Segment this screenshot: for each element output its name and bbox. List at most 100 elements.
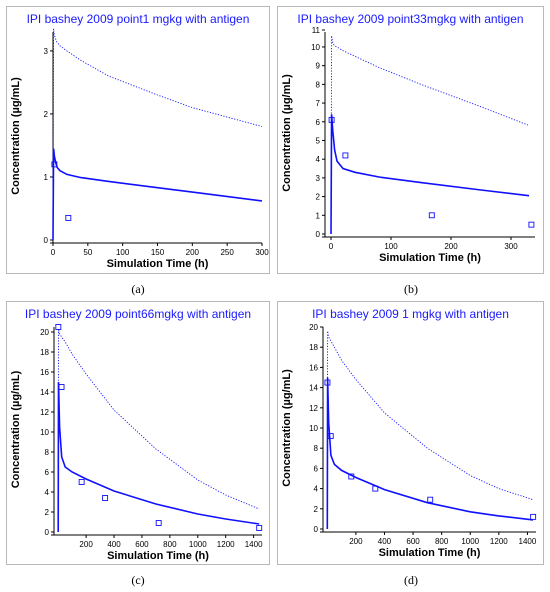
y-tick-label: 6 [45,468,50,477]
y-axis-label: Concentration (µg/mL) [10,77,22,195]
y-tick-label: 9 [316,62,321,71]
y-tick-label: 2 [44,110,49,119]
observed-point [65,214,72,221]
y-tick-label: 20 [309,323,318,332]
x-tick-label: 150 [151,248,165,257]
y-tick-label: 11 [312,26,321,35]
x-tick-label: 1000 [461,537,479,546]
y-tick-label: 6 [314,464,319,473]
solid-series-line [57,381,260,533]
caption-b: (b) [404,282,418,296]
y-tick-label: 4 [45,488,50,497]
observed-point [428,212,435,219]
observed-point [348,473,355,480]
x-tick-label: 250 [220,248,234,257]
y-tick-label: 2 [314,505,319,514]
y-tick-label: 10 [40,428,49,437]
observed-point [528,221,535,228]
x-tick-label: 1400 [519,537,537,546]
observed-point [78,479,85,485]
observed-point [324,379,331,386]
y-tick-label: 0 [44,236,49,245]
dotted-series-line [57,328,260,533]
y-tick-label: 14 [40,388,49,397]
solid-series-line [326,377,534,530]
observed-point [102,495,109,501]
y-tick-label: 20 [40,328,49,337]
x-tick-label: 800 [163,540,177,549]
caption-d: (d) [404,573,418,587]
panel-c-frame [6,301,270,565]
x-tick-label: 200 [79,540,93,549]
y-axis-label: Concentration (µg/mL) [281,74,293,192]
chart-title: IPI bashey 2009 point66mgkg with antigen [25,307,251,321]
y-tick-label: 2 [316,193,321,202]
chart-c: IPI bashey 2009 point66mgkg with antigen… [10,307,263,562]
y-tick-label: 10 [309,424,318,433]
x-axis-label: Simulation Time (h) [107,258,209,270]
y-tick-label: 6 [316,118,321,127]
y-tick-label: 1 [316,211,321,220]
y-tick-label: 14 [309,384,318,393]
caption-c: (c) [131,573,145,587]
y-tick-label: 0 [316,230,321,239]
observed-point [372,485,379,492]
x-tick-label: 1000 [189,540,207,549]
x-tick-label: 800 [435,537,449,546]
observed-point [55,324,62,330]
observed-point [427,496,434,503]
x-tick-label: 300 [255,248,269,257]
y-tick-label: 3 [316,174,321,183]
chart-a: IPI bashey 2009 point1 mgkg with antigen… [10,12,269,270]
observed-point [58,384,65,390]
chart-title: IPI bashey 2009 1 mgkg with antigen [312,307,509,321]
x-tick-label: 50 [83,248,92,257]
observed-point [327,433,334,440]
y-axis-label: Concentration (µg/mL) [10,370,22,488]
observed-point [342,152,349,159]
y-tick-label: 12 [40,408,49,417]
x-tick-label: 200 [186,248,200,257]
x-axis-label: Simulation Time (h) [107,550,209,562]
chart-d: IPI bashey 2009 1 mgkg with antigen 0 2 4 6 8… [281,307,537,559]
observed-point [530,513,537,520]
y-tick-label: 5 [316,136,321,145]
dotted-series-line [52,28,263,241]
dotted-series-line [326,330,534,530]
y-tick-label: 8 [314,444,319,453]
y-tick-label: 1 [44,173,49,182]
y-tick-label: 4 [314,485,319,494]
x-axis-label: Simulation Time (h) [379,252,481,264]
y-tick-label: 7 [316,99,321,108]
chart-title: IPI bashey 2009 point33mgkg with antigen [297,12,523,26]
x-axis-label: Simulation Time (h) [379,547,481,559]
solid-series-line [52,148,263,241]
y-tick-label: 18 [40,348,49,357]
x-tick-label: 400 [378,537,392,546]
x-tick-label: 1400 [245,540,263,549]
x-tick-label: 100 [384,242,398,251]
x-tick-label: 100 [116,248,130,257]
observed-point [256,525,263,531]
y-tick-label: 12 [309,404,318,413]
x-tick-label: 1200 [217,540,235,549]
y-tick-label: 18 [309,343,318,352]
x-tick-label: 600 [406,537,420,546]
observed-point [328,116,335,123]
dotted-series-line [330,35,530,235]
y-tick-label: 16 [309,363,318,372]
panel-b-frame [277,6,544,274]
chart-title: IPI bashey 2009 point1 mgkg with antigen [27,12,250,26]
y-tick-label: 8 [316,80,321,89]
x-tick-label: 1200 [490,537,508,546]
x-tick-label: 200 [444,242,458,251]
x-tick-label: 0 [51,248,56,257]
solid-series-line [330,114,530,235]
y-tick-label: 0 [45,528,50,537]
panel-d-frame [277,301,544,565]
y-tick-label: 0 [314,525,319,534]
observed-point [51,161,58,168]
x-tick-label: 0 [329,242,334,251]
observed-point [155,520,162,526]
chart-b: IPI bashey 2009 point33mgkg with antigen… [281,12,535,264]
